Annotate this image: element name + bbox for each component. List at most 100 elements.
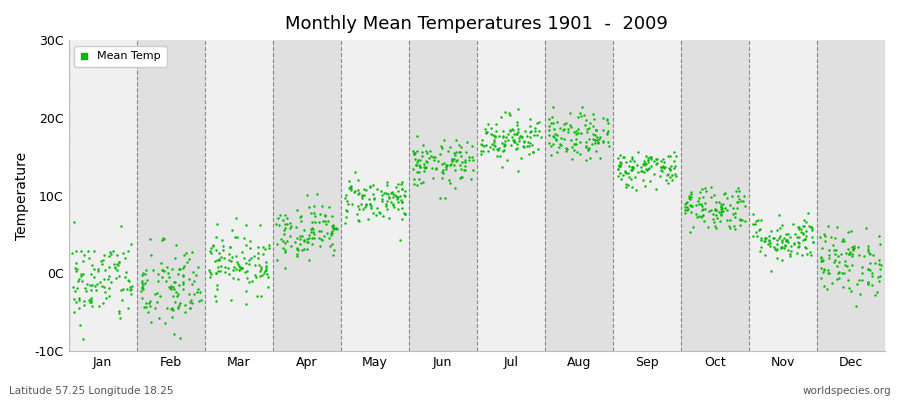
Point xyxy=(295,232,310,239)
Point xyxy=(762,242,777,249)
Point xyxy=(284,225,298,231)
Point xyxy=(96,276,111,283)
Point xyxy=(860,266,875,272)
Point xyxy=(395,186,410,192)
Point xyxy=(816,257,831,264)
Point xyxy=(204,270,219,277)
Point xyxy=(464,176,479,182)
Point xyxy=(380,178,394,185)
Point xyxy=(530,120,544,126)
Point xyxy=(69,260,84,266)
Point xyxy=(104,279,118,285)
Point xyxy=(847,243,861,249)
Point xyxy=(300,236,314,242)
Point xyxy=(176,265,190,271)
Point xyxy=(446,158,460,164)
Point xyxy=(601,120,616,126)
Point xyxy=(862,260,877,266)
Point xyxy=(411,176,426,183)
Point xyxy=(84,270,98,277)
Point xyxy=(106,261,121,268)
Point xyxy=(569,130,583,137)
Point xyxy=(124,290,139,297)
Point xyxy=(803,249,817,255)
Point xyxy=(170,304,184,310)
Point xyxy=(626,167,640,174)
Point xyxy=(211,268,225,274)
Point xyxy=(814,258,828,264)
Point xyxy=(591,136,606,142)
Point xyxy=(494,114,508,120)
Point xyxy=(80,281,94,287)
Point xyxy=(373,210,387,216)
Point xyxy=(505,126,519,132)
Point xyxy=(172,302,186,308)
Point xyxy=(289,224,303,230)
Point xyxy=(410,158,424,165)
Point xyxy=(338,195,353,202)
Point xyxy=(288,238,302,245)
Bar xyxy=(681,40,749,351)
Point xyxy=(230,234,244,240)
Point xyxy=(316,217,330,224)
Point xyxy=(410,157,425,163)
Point xyxy=(777,245,791,252)
Point xyxy=(218,269,232,275)
Point xyxy=(210,286,224,292)
Point xyxy=(851,243,866,250)
Point xyxy=(355,192,369,198)
Point xyxy=(728,226,742,232)
Point xyxy=(443,144,457,150)
Text: worldspecies.org: worldspecies.org xyxy=(803,386,891,396)
Point xyxy=(763,240,778,246)
Point xyxy=(375,192,390,198)
Point xyxy=(641,166,655,172)
Point xyxy=(140,309,155,316)
Point xyxy=(725,211,740,218)
Point xyxy=(865,272,879,279)
Point xyxy=(208,293,222,299)
Point xyxy=(135,284,149,290)
Point xyxy=(413,164,428,170)
Point xyxy=(762,232,777,239)
Point xyxy=(494,140,508,147)
Point xyxy=(621,170,635,176)
Point xyxy=(523,134,537,140)
Point xyxy=(406,148,420,154)
Point xyxy=(823,270,837,276)
Point xyxy=(695,212,709,219)
Point xyxy=(448,152,463,158)
Point xyxy=(799,228,814,234)
Point xyxy=(547,134,562,140)
Point xyxy=(445,156,459,162)
Point xyxy=(158,278,173,285)
Point xyxy=(328,225,342,231)
Point xyxy=(834,270,849,276)
Point xyxy=(165,314,179,320)
Point xyxy=(599,116,614,122)
Point xyxy=(146,267,160,274)
Point xyxy=(251,250,266,256)
Point xyxy=(102,292,116,299)
Point xyxy=(797,217,812,223)
Point xyxy=(370,185,384,192)
Point xyxy=(841,229,855,235)
Point xyxy=(850,281,864,287)
Point xyxy=(560,146,574,153)
Point xyxy=(297,237,311,244)
Point xyxy=(663,167,678,173)
Point xyxy=(637,183,652,190)
Point xyxy=(613,152,627,158)
Point xyxy=(778,231,793,238)
Point xyxy=(846,247,860,254)
Point xyxy=(99,295,113,301)
Point xyxy=(512,138,526,145)
Point xyxy=(318,218,332,224)
Point xyxy=(487,137,501,143)
Point xyxy=(212,264,226,270)
Point xyxy=(508,139,522,146)
Point xyxy=(458,167,473,173)
Point xyxy=(253,268,267,275)
Point xyxy=(226,267,240,273)
Point xyxy=(753,248,768,254)
